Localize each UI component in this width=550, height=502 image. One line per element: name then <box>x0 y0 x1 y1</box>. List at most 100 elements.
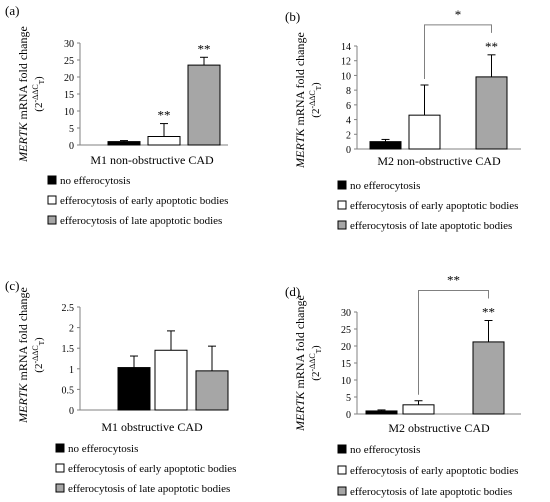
y-axis-label-line1: MERTK mRNA fold change <box>16 287 30 424</box>
y-axis-label-line2: (2-ΔΔCT) <box>31 76 46 112</box>
legend: no efferocytosis efferocytosis of early a… <box>47 175 228 227</box>
significance-mark: ** <box>198 41 211 56</box>
legend-label-1: no efferocytosis <box>350 180 420 192</box>
bar-3 <box>187 64 221 146</box>
chart-panel-3: (c) 0 0.5 1 1.5 2 2.5 M1 obstructive CAD MERTK m… <box>5 278 236 495</box>
y-tick-label: 0 <box>346 410 351 421</box>
x-axis-label: M2 non-obstructive CAD <box>377 154 501 168</box>
x-axis-label: M1 non-obstructive CAD <box>90 153 214 167</box>
y-axis-label: MERTK mRNA fold change (2-ΔΔCT) <box>16 26 46 163</box>
legend-swatch-1 <box>337 444 347 454</box>
y-tick-label: 5 <box>69 124 74 135</box>
legend-label-3: efferocytosis of late apoptotic bodies <box>350 220 512 232</box>
y-tick-label: 12 <box>341 57 351 68</box>
y-tick-label: 5 <box>346 393 351 404</box>
legend-label-3: efferocytosis of late apoptotic bodies <box>350 486 512 498</box>
bar-1 <box>117 367 151 411</box>
significance-mark: ** <box>485 39 498 54</box>
y-axis-label-line1: MERTK mRNA fold change <box>293 32 307 169</box>
chart-panel-1: (a) 0 5 10 15 20 25 30 ** ** M1 non-obstructive CA… <box>5 3 228 227</box>
y-tick-label: 10 <box>341 71 351 82</box>
legend-swatch-3 <box>47 215 57 225</box>
legend-label-1: no efferocytosis <box>68 443 138 455</box>
legend: no efferocytosis efferocytosis of early a… <box>55 443 236 495</box>
y-axis-label: MERTK mRNA fold change (2-ΔΔCT) <box>293 295 323 432</box>
y-tick-label: 8 <box>346 86 351 97</box>
bar-2 <box>408 114 441 150</box>
y-tick-label: 15 <box>64 90 74 101</box>
y-tick-label: 0 <box>346 145 351 156</box>
legend: no efferocytosis efferocytosis of early a… <box>337 180 518 232</box>
significance-bracket <box>418 290 489 395</box>
legend-swatch-1 <box>337 180 347 190</box>
y-tick-label: 25 <box>64 56 74 67</box>
y-axis-label-line2: (2-ΔΔCT) <box>308 345 323 381</box>
panel-label: (d) <box>285 284 300 299</box>
legend-swatch-3 <box>337 220 347 230</box>
bar-2 <box>402 404 435 415</box>
bar-3 <box>475 76 508 150</box>
panel-label: (b) <box>285 9 300 24</box>
y-tick-label: 0.5 <box>62 385 75 396</box>
legend-swatch-2 <box>47 195 57 205</box>
y-tick-label: 20 <box>341 342 351 353</box>
y-axis-label-line2: (2-ΔΔCT) <box>31 337 46 373</box>
bracket-mark: ** <box>447 273 460 288</box>
y-axis-label-line1: MERTK mRNA fold change <box>16 26 30 163</box>
significance-bracket <box>424 24 492 79</box>
y-axis-label: MERTK mRNA fold change (2-ΔΔCT) <box>293 32 323 169</box>
y-tick-label: 1.5 <box>62 344 75 355</box>
chart-panel-4: (d) 0 5 10 15 20 25 30 ** ** M2 obstructive CAD MER… <box>285 273 521 498</box>
legend-label-2: efferocytosis of early apoptotic bodies <box>60 195 228 207</box>
y-tick-label: 0 <box>69 141 74 152</box>
significance-mark: ** <box>158 108 171 123</box>
legend-swatch-3 <box>337 486 347 496</box>
panel-label: (a) <box>5 3 19 18</box>
y-tick-label: 25 <box>341 325 351 336</box>
y-tick-label: 30 <box>64 39 74 50</box>
y-axis-label-line1: MERTK mRNA fold change <box>293 295 307 432</box>
y-tick-label: 10 <box>341 376 351 387</box>
y-tick-label: 15 <box>341 359 351 370</box>
legend-label-1: no efferocytosis <box>60 175 130 187</box>
legend-swatch-3 <box>55 483 65 493</box>
legend-swatch-2 <box>337 465 347 475</box>
y-tick-label: 30 <box>341 308 351 319</box>
legend: no efferocytosis efferocytosis of early a… <box>337 444 518 498</box>
y-axis-label-line2: (2-ΔΔCT) <box>308 82 323 118</box>
legend-label-2: efferocytosis of early apoptotic bodies <box>68 463 236 475</box>
y-axis-label: MERTK mRNA fold change (2-ΔΔCT) <box>16 287 46 424</box>
bar-3 <box>195 370 229 411</box>
y-tick-label: 4 <box>346 116 351 127</box>
x-axis-label: M1 obstructive CAD <box>101 420 203 434</box>
legend-swatch-1 <box>55 443 65 453</box>
legend-label-2: efferocytosis of early apoptotic bodies <box>350 465 518 477</box>
bar-2 <box>147 136 181 146</box>
bar-3 <box>472 341 505 415</box>
legend-label-1: no efferocytosis <box>350 444 420 456</box>
legend-label-2: efferocytosis of early apoptotic bodies <box>350 200 518 212</box>
panel-label: (c) <box>5 278 19 293</box>
bar-1 <box>369 141 402 150</box>
y-tick-label: 1 <box>69 365 74 376</box>
legend-swatch-2 <box>55 463 65 473</box>
y-tick-label: 6 <box>346 101 351 112</box>
y-tick-label: 14 <box>341 42 351 53</box>
significance-mark: ** <box>482 305 495 320</box>
bracket-mark: * <box>455 7 462 22</box>
bar-2 <box>154 349 188 411</box>
bar-1 <box>107 141 141 146</box>
legend-swatch-1 <box>47 175 57 185</box>
y-tick-label: 2.5 <box>62 303 75 314</box>
y-tick-label: 10 <box>64 107 74 118</box>
y-tick-label: 20 <box>64 73 74 84</box>
x-axis-label: M2 obstructive CAD <box>388 421 490 435</box>
y-tick-label: 2 <box>346 130 351 141</box>
bar-1 <box>365 410 398 415</box>
legend-label-3: efferocytosis of late apoptotic bodies <box>68 483 230 495</box>
y-tick-label: 0 <box>69 406 74 417</box>
legend-swatch-2 <box>337 200 347 210</box>
y-tick-label: 2 <box>69 324 74 335</box>
